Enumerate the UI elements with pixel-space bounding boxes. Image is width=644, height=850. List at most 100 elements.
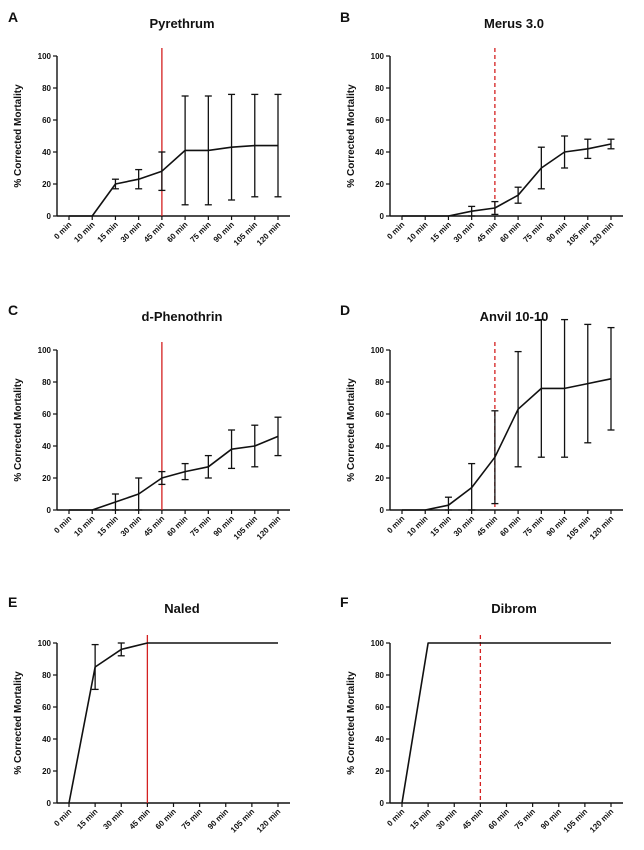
x-tick-label: 75 min (188, 514, 212, 538)
series-line (402, 378, 612, 511)
x-tick-label: 120 min (255, 807, 283, 835)
error-bar (444, 496, 452, 511)
y-tick-label: 0 (47, 799, 52, 808)
x-tick-label: 75 min (513, 807, 537, 831)
panel-title: Merus 3.0 (484, 16, 544, 31)
series-line (69, 144, 278, 217)
x-tick-label: 90 min (539, 807, 563, 831)
y-tick-label: 80 (375, 671, 384, 680)
x-tick-label: 45 min (475, 514, 499, 538)
x-tick-label: 120 min (255, 220, 283, 248)
panel-e: E Naled 0 20 40 60 80 100 0 min 15 min 30 min 45 mi… (8, 594, 290, 834)
panel-title: d-Phenothrin (142, 309, 223, 324)
y-tick-label: 40 (375, 442, 384, 451)
x-tick-label: 30 min (452, 220, 476, 244)
panel-f: F Dibrom 0 20 40 60 80 100 0 min 15 min 30 min 45 m… (340, 594, 623, 834)
y-tick-label: 60 (42, 703, 51, 712)
x-tick-label: 0 min (52, 220, 73, 241)
x-tick-label: 120 min (588, 807, 616, 835)
x-tick-label: 0 min (52, 514, 73, 535)
x-tick-label: 45 min (128, 807, 152, 831)
y-axis-label: % Corrected Mortality (346, 378, 357, 482)
x-tick-label: 90 min (206, 807, 230, 831)
x-tick-label: 105 min (229, 807, 257, 835)
y-tick-label: 0 (380, 212, 385, 221)
x-tick-label: 10 min (405, 514, 429, 538)
x-tick-label: 15 min (408, 807, 432, 831)
x-tick-label: 30 min (434, 807, 458, 831)
x-tick-label: 15 min (429, 220, 453, 244)
y-tick-label: 100 (371, 52, 385, 61)
y-tick-label: 20 (42, 180, 51, 189)
y-tick-label: 0 (380, 799, 385, 808)
x-tick-label: 45 min (142, 514, 166, 538)
y-tick-label: 80 (42, 378, 51, 387)
y-tick-label: 40 (42, 148, 51, 157)
x-tick-label: 45 min (475, 220, 499, 244)
x-tick-label: 75 min (188, 220, 212, 244)
x-tick-label: 0 min (52, 807, 73, 828)
x-tick-label: 60 min (154, 807, 178, 831)
panel-letter: B (340, 9, 350, 25)
x-tick-label: 10 min (72, 220, 96, 244)
y-tick-label: 40 (42, 735, 51, 744)
x-tick-label: 60 min (498, 514, 522, 538)
series-line (401, 642, 611, 804)
x-tick-label: 15 min (75, 807, 99, 831)
x-tick-label: 15 min (429, 514, 453, 538)
y-axis-label: % Corrected Mortality (346, 671, 357, 775)
x-tick-label: 105 min (565, 514, 593, 542)
y-tick-label: 80 (375, 378, 384, 387)
y-tick-label: 100 (38, 52, 52, 61)
y-tick-label: 100 (371, 639, 385, 648)
panel-title: Pyrethrum (149, 16, 214, 31)
y-tick-label: 60 (375, 703, 384, 712)
y-tick-label: 0 (380, 506, 385, 515)
y-tick-label: 60 (42, 410, 51, 419)
x-tick-label: 30 min (119, 220, 143, 244)
y-axis-label: % Corrected Mortality (346, 84, 357, 188)
x-tick-label: 105 min (562, 807, 590, 835)
panel-title: Anvil 10-10 (480, 309, 549, 324)
y-tick-label: 100 (371, 346, 385, 355)
x-tick-label: 60 min (487, 807, 511, 831)
x-tick-label: 75 min (521, 220, 545, 244)
y-tick-label: 20 (375, 180, 384, 189)
panel-letter: F (340, 594, 349, 610)
x-tick-label: 105 min (232, 220, 260, 248)
y-tick-label: 60 (375, 116, 384, 125)
x-tick-label: 0 min (385, 514, 406, 535)
y-tick-label: 100 (38, 639, 52, 648)
x-tick-label: 10 min (72, 514, 96, 538)
y-tick-label: 80 (42, 671, 51, 680)
y-tick-label: 80 (375, 84, 384, 93)
series-line (69, 435, 279, 511)
x-tick-label: 105 min (565, 220, 593, 248)
x-tick-label: 30 min (119, 514, 143, 538)
y-axis-label: % Corrected Mortality (13, 378, 24, 482)
x-tick-label: 30 min (101, 807, 125, 831)
x-tick-label: 75 min (180, 807, 204, 831)
x-tick-label: 120 min (588, 514, 616, 542)
x-tick-label: 60 min (165, 220, 189, 244)
x-tick-label: 60 min (165, 514, 189, 538)
y-tick-label: 40 (42, 442, 51, 451)
x-tick-label: 45 min (142, 220, 166, 244)
y-axis-label: % Corrected Mortality (13, 84, 24, 188)
panel-letter: D (340, 302, 350, 318)
x-tick-label: 0 min (385, 220, 406, 241)
x-tick-label: 105 min (232, 514, 260, 542)
panel-letter: E (8, 594, 17, 610)
x-tick-label: 0 min (385, 807, 406, 828)
y-tick-label: 20 (42, 474, 51, 483)
x-tick-label: 120 min (588, 220, 616, 248)
x-tick-label: 15 min (96, 514, 120, 538)
y-tick-label: 20 (42, 767, 51, 776)
y-tick-label: 0 (47, 212, 52, 221)
y-tick-label: 20 (375, 474, 384, 483)
y-tick-label: 60 (375, 410, 384, 419)
y-axis-label: % Corrected Mortality (13, 671, 24, 775)
